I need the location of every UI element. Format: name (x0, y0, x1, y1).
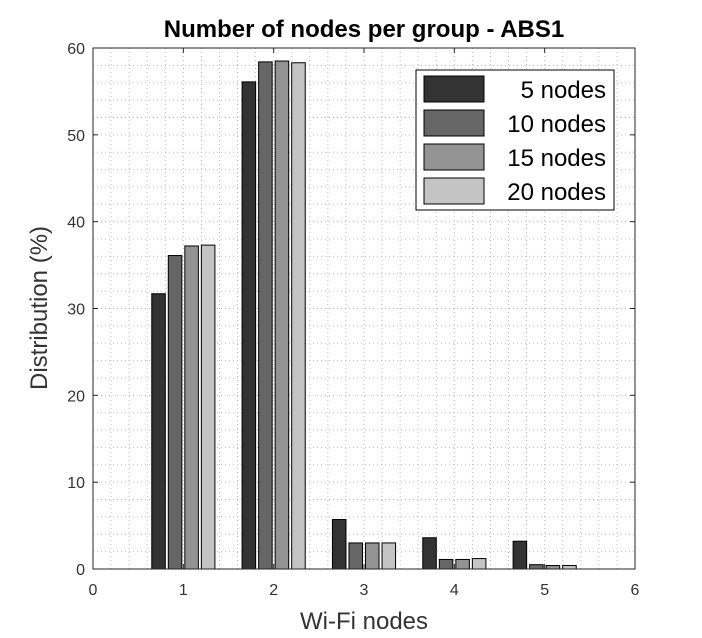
y-axis-ticks: 0 10 20 30 40 50 60 (67, 41, 635, 579)
bar (422, 537, 437, 570)
legend-swatch (423, 177, 485, 205)
legend-swatch (423, 143, 485, 171)
x-tick-label: 6 (631, 582, 640, 599)
bar (274, 60, 290, 570)
bar (512, 540, 528, 570)
bar (291, 62, 306, 570)
bar-marks (151, 60, 577, 570)
bar (151, 293, 166, 570)
bar (529, 564, 544, 570)
legend-swatch (423, 75, 485, 103)
y-tick-label: 50 (67, 128, 85, 145)
chart-title: Number of nodes per group - ABS1 (164, 16, 564, 43)
y-tick-label: 0 (76, 562, 85, 579)
y-tick-label: 20 (67, 388, 85, 405)
bar (348, 542, 364, 570)
legend-label: 15 nodes (507, 145, 606, 172)
x-tick-label: 4 (450, 582, 459, 599)
bar (455, 558, 470, 570)
y-axis-label: Distribution (%) (26, 226, 53, 390)
bar (241, 81, 257, 570)
bar (562, 565, 577, 570)
bar (184, 245, 199, 570)
x-tick-label: 5 (540, 582, 549, 599)
bar (545, 565, 561, 570)
bar (331, 519, 347, 570)
bar (167, 255, 183, 570)
grid-lines (93, 48, 635, 569)
bar (438, 558, 454, 570)
y-tick-label: 10 (67, 475, 85, 492)
x-tick-label: 2 (269, 582, 278, 599)
legend: 5 nodes 10 nodes 15 nodes 20 nodes (415, 69, 615, 211)
x-axis-label: Wi-Fi nodes (300, 608, 428, 635)
legend-label: 5 nodes (521, 77, 606, 104)
y-tick-label: 40 (67, 215, 85, 232)
x-tick-label: 1 (179, 582, 188, 599)
bar (200, 244, 216, 570)
legend-swatch (423, 109, 485, 137)
bar (381, 542, 397, 570)
bar (364, 542, 380, 570)
y-tick-label: 30 (67, 302, 85, 319)
x-tick-label: 0 (89, 582, 98, 599)
legend-label: 10 nodes (507, 111, 606, 138)
bar (258, 61, 273, 570)
y-tick-label: 60 (67, 41, 85, 58)
legend-label: 20 nodes (507, 179, 606, 206)
x-axis-ticks: 0 1 2 3 4 5 6 (89, 48, 640, 599)
bar (471, 558, 487, 570)
x-tick-label: 3 (360, 582, 369, 599)
